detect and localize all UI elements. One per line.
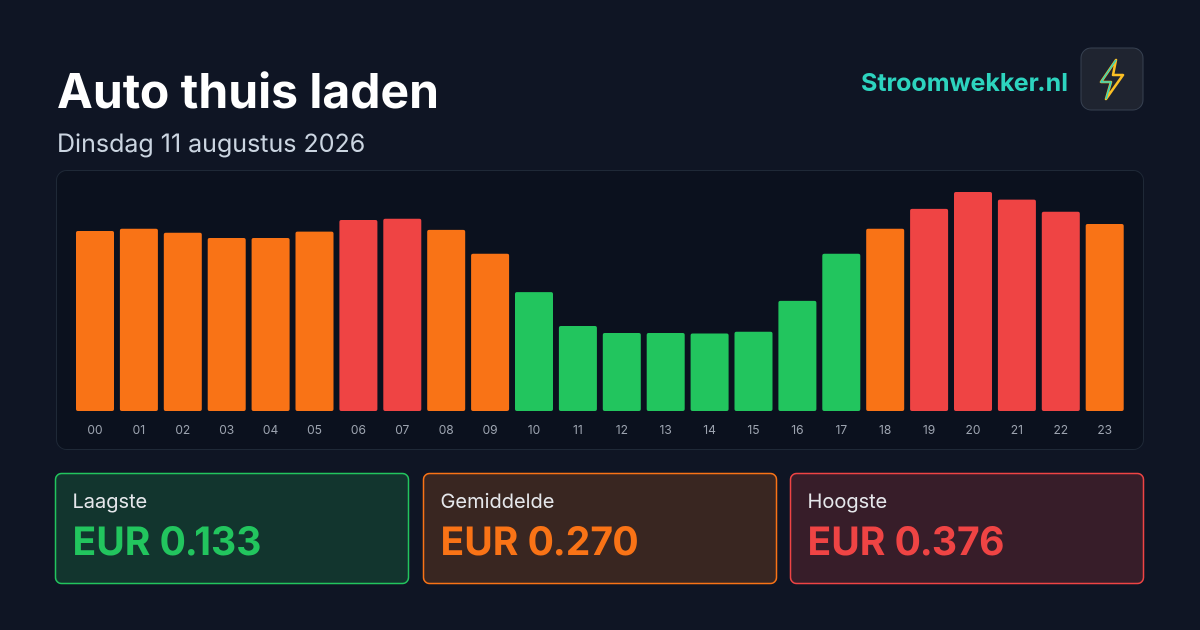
bar (734, 331, 773, 411)
stat-label: Gemiddelde (441, 489, 555, 513)
stat-value: EUR 0.376 (808, 518, 1005, 565)
bar (207, 238, 246, 411)
bar (954, 192, 992, 411)
x-tick-label: 21 (1011, 422, 1023, 437)
x-tick-label: 13 (660, 422, 672, 437)
bar (822, 253, 861, 411)
x-tick-label: 12 (616, 422, 628, 437)
brand-icon-box (1080, 47, 1144, 111)
x-tick-label: 00 (87, 422, 102, 437)
stats: Laagste EUR 0.133 Gemiddelde EUR 0.270 Hoogs… (54, 472, 1145, 585)
bar (339, 219, 378, 411)
stat-card (54, 472, 410, 585)
x-tick-label: 22 (1053, 422, 1068, 437)
bar (1085, 224, 1124, 411)
stat-label: Hoogste (808, 489, 888, 513)
stat-label: Laagste (73, 489, 148, 513)
x-tick-label: 16 (791, 422, 803, 437)
bar (515, 292, 553, 411)
bar (163, 232, 202, 411)
x-tick-label: 14 (703, 422, 716, 437)
x-tick-label: 05 (307, 422, 322, 437)
bar (866, 228, 905, 411)
x-tick-label: 09 (483, 422, 498, 437)
x-tick-label: 01 (133, 422, 145, 437)
x-tick-label: 20 (966, 422, 981, 437)
x-tick-label: 11 (573, 422, 583, 437)
bar (295, 231, 334, 411)
stat-value: EUR 0.270 (441, 518, 639, 565)
bar (1041, 211, 1080, 411)
brand-icon-accent (1100, 59, 1117, 100)
x-tick-label: 15 (747, 422, 759, 437)
bar (997, 199, 1036, 411)
stat-value: EUR 0.133 (73, 518, 262, 565)
bar (76, 231, 114, 411)
bar (558, 325, 597, 411)
stat-card (789, 472, 1145, 585)
bar (690, 333, 729, 411)
stat-card (422, 472, 778, 585)
bar (602, 332, 641, 411)
bar (119, 228, 158, 411)
bar (427, 229, 466, 411)
title: Auto thuis laden (57, 61, 439, 120)
x-tick-label: 06 (351, 422, 366, 437)
subtitle: Dinsdag 11 augustus 2026 (57, 129, 365, 159)
bar (251, 238, 290, 411)
x-tick-label: 03 (219, 422, 234, 437)
bar (471, 253, 510, 411)
bar (910, 208, 949, 411)
x-tick-label: 08 (439, 422, 454, 437)
x-tick-label: 04 (263, 422, 279, 437)
brand: Stroomwekker.nl (861, 68, 1068, 98)
x-tick-label: 17 (835, 422, 847, 437)
x-tick-label: 18 (879, 422, 891, 437)
x-tick-label: 19 (923, 422, 935, 437)
x-tick-label: 07 (395, 422, 409, 437)
x-tick-label: 02 (175, 422, 190, 437)
x-tick-label: 10 (528, 422, 540, 437)
x-tick-label: 23 (1097, 422, 1112, 437)
bar (778, 300, 817, 411)
bar (646, 332, 685, 411)
plot: 00 01 02 03 04 05 06 07 08 09 10 11 12 13 14 15 16 17 18 19… (76, 192, 1124, 437)
bar (383, 218, 422, 411)
